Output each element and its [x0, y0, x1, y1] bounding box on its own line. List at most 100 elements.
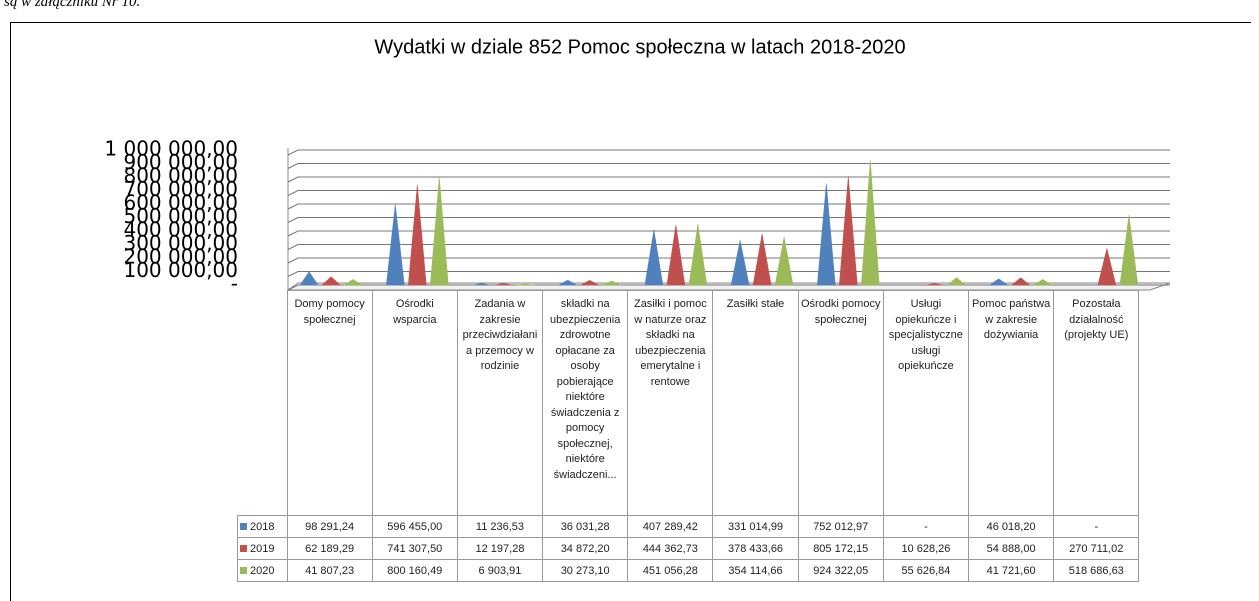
- category-cell: Pozostała działalność (projekty UE): [1053, 290, 1140, 516]
- grid-line: [287, 217, 1170, 223]
- grid-line: [287, 203, 1170, 210]
- category-label: Pomoc państwa w zakresie dożywiania: [971, 298, 1051, 341]
- value-label: 741 307,50: [371, 537, 458, 560]
- y-tick-label: 100 000,00: [123, 258, 238, 282]
- value-label: -: [882, 515, 970, 538]
- cone: [1032, 279, 1053, 286]
- category-label: Domy pomocy społecznej: [294, 298, 365, 326]
- value-label: 41 721,60: [967, 559, 1055, 582]
- chart-title: Wydatki w dziale 852 Pomoc społeczna w l…: [374, 36, 905, 58]
- cone: [1011, 277, 1031, 286]
- y-tick-label: 800 000,00: [123, 164, 238, 188]
- category-label: Zasiłki stałe: [726, 298, 785, 310]
- cone: [861, 160, 880, 286]
- category-label: Ośrodki wsparcia: [393, 298, 437, 326]
- cone: [343, 279, 363, 286]
- y-tick-label: 300 000,00: [123, 231, 238, 255]
- category-cell: Usługi opiekuńcze i specjalistyczne usłu…: [882, 290, 970, 516]
- grid-line: [287, 190, 1170, 196]
- y-tick-label: 700 000,00: [123, 177, 238, 201]
- category-cell: Zasiłki i pomoc w naturze oraz składki n…: [627, 290, 714, 516]
- value-label: 55 626,84: [882, 559, 970, 582]
- category-label: składki na ubezpieczenia zdrowotne opłac…: [549, 298, 621, 481]
- cone: [946, 277, 967, 286]
- y-tick-label: 900 000,00: [123, 150, 238, 174]
- y-tick-label: 600 000,00: [123, 191, 238, 215]
- corner-cell: [237, 290, 288, 516]
- category-cell: składki na ubezpieczenia zdrowotne opłac…: [542, 290, 629, 516]
- cone: [1119, 214, 1139, 286]
- cone: [472, 283, 491, 286]
- legend-label: 2019: [250, 542, 275, 555]
- category-cell: Pomoc państwa w zakresie dożywiania: [967, 290, 1055, 516]
- cone: [558, 279, 577, 286]
- legend-swatch: [240, 544, 247, 552]
- legend-swatch: [240, 522, 247, 530]
- legend-swatch: [240, 566, 247, 574]
- cone: [666, 224, 686, 286]
- value-label: 407 289,42: [627, 515, 714, 538]
- cone: [580, 280, 599, 286]
- value-label: 752 012,97: [797, 515, 884, 538]
- legend-label: 2020: [250, 564, 275, 577]
- cone: [925, 283, 944, 286]
- data-table: Domy pomocy społecznej Ośrodki wsparcia Za…: [237, 290, 1140, 582]
- cone: [321, 276, 341, 286]
- category-label: Usługi opiekuńcze i specjalistyczne usłu…: [888, 298, 963, 372]
- value-label: 46 018,20: [967, 515, 1055, 538]
- chart-frame: [10, 22, 1251, 601]
- category-cell: Zadania w zakresie przeciwdziałania prze…: [456, 290, 544, 516]
- cone: [516, 283, 535, 286]
- value-label: 34 872,20: [542, 537, 629, 560]
- category-cell: Ośrodki pomocy społecznej: [797, 290, 884, 516]
- cone: [1097, 248, 1117, 286]
- value-label: 11 236,53: [456, 515, 544, 538]
- category-cell: Zasiłki stałe: [712, 290, 799, 516]
- category-cell: Domy pomocy społecznej: [286, 290, 373, 516]
- cone: [299, 271, 319, 286]
- y-tick-label: 500 000,00: [123, 204, 238, 228]
- cone: [730, 240, 750, 286]
- legend-cell: 2018: [237, 515, 288, 538]
- value-label: 6 903,91: [456, 559, 544, 582]
- value-label: 10 628,26: [882, 537, 970, 560]
- cone: [688, 224, 708, 286]
- value-label: 30 273,10: [542, 559, 629, 582]
- cone: [644, 229, 664, 286]
- value-label: 270 711,02: [1053, 537, 1140, 560]
- value-label: 518 686,63: [1053, 559, 1140, 582]
- cone: [988, 278, 1009, 286]
- value-label: 36 031,28: [542, 515, 629, 538]
- document-text: są w załączniku Nr 10.: [4, 0, 141, 10]
- legend-cell: 2020: [237, 559, 288, 582]
- grid-line: [287, 271, 1170, 277]
- cone: [602, 280, 621, 286]
- grid-line: [287, 163, 1170, 169]
- category-label: Pozostała działalność (projekty UE): [1064, 298, 1129, 341]
- cone: [494, 283, 513, 286]
- grid-line: [287, 257, 1170, 264]
- legend-label: 2018: [250, 520, 275, 533]
- grid-line: [287, 149, 1170, 156]
- value-label: 41 807,23: [286, 559, 373, 582]
- value-label: 98 291,24: [286, 515, 373, 538]
- cone: [774, 237, 794, 286]
- grid-line: [287, 176, 1170, 183]
- cone: [386, 204, 405, 286]
- value-label: 12 197,28: [456, 537, 544, 560]
- y-tick-label: 1 000 000,00: [104, 137, 238, 161]
- cone: [817, 183, 836, 286]
- category-label: Zasiłki i pomoc w naturze oraz składki n…: [633, 298, 707, 388]
- value-label: 596 455,00: [371, 515, 458, 538]
- category-label: Zadania w zakresie przeciwdziałania prze…: [462, 298, 538, 372]
- value-label: 924 322,05: [797, 559, 884, 582]
- value-label: 62 189,29: [286, 537, 373, 560]
- value-label: 451 056,28: [627, 559, 714, 582]
- value-label: 805 172,15: [797, 537, 884, 560]
- y-tick-label: -: [231, 272, 238, 296]
- series-row: 2020 41 807,23 800 160,49 6 903,91 30 273,10…: [237, 559, 1140, 582]
- cone: [430, 176, 449, 286]
- category-row: Domy pomocy społecznej Ośrodki wsparcia Za…: [237, 290, 1140, 516]
